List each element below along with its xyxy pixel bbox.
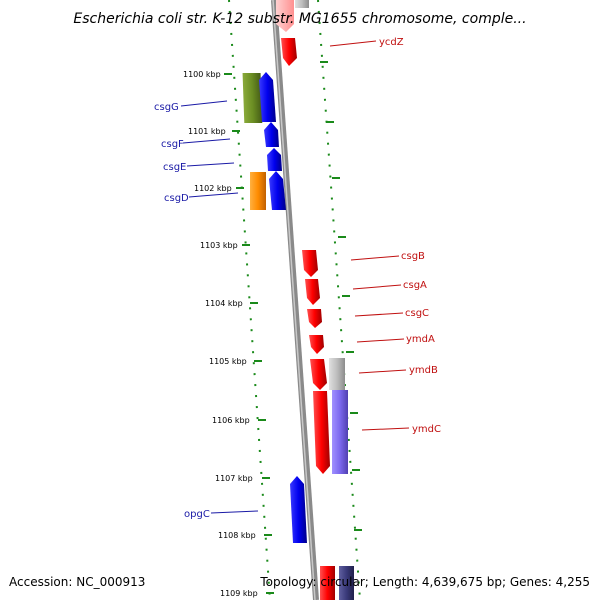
label-opgC[interactable]: opgC — [184, 509, 210, 520]
kbp-label: 1104 kbp — [205, 299, 243, 308]
gene-ymdC-feature[interactable] — [332, 390, 348, 474]
label-ymdB[interactable]: ymdB — [409, 365, 438, 376]
label-csgE[interactable]: csgE — [163, 162, 186, 173]
gene-csgB[interactable] — [302, 250, 318, 277]
gene-ycdZ[interactable] — [281, 38, 297, 66]
top-faded-feature — [276, 0, 294, 32]
label-csgD[interactable]: csgD — [164, 193, 189, 204]
bottom-red-feature — [320, 566, 335, 600]
kbp-label: 1106 kbp — [212, 416, 250, 425]
gene-ymdC[interactable] — [313, 391, 330, 474]
kbp-label: 1101 kbp — [188, 127, 226, 136]
label-ycdZ[interactable]: ycdZ — [379, 37, 404, 48]
right-tick-track — [317, 0, 361, 600]
kbp-label: 1107 kbp — [215, 474, 253, 483]
label-csgC[interactable]: csgC — [405, 308, 429, 319]
summary-text: Topology: circular; Length: 4,639,675 bp… — [259, 575, 590, 589]
gene-ymdA[interactable] — [309, 335, 324, 354]
kbp-label: 1102 kbp — [194, 184, 232, 193]
accession-text: Accession: NC_000913 — [9, 575, 145, 589]
kbp-label: 1109 kbp — [220, 589, 258, 598]
gene-csgD-feature[interactable] — [250, 172, 266, 210]
gene-csgE[interactable] — [267, 148, 282, 171]
kbp-label: 1105 kbp — [209, 357, 247, 366]
map-title: Escherichia coli str. K-12 substr. MG165… — [73, 11, 526, 27]
label-csgB[interactable]: csgB — [401, 251, 425, 262]
gene-opgC[interactable] — [290, 476, 307, 543]
left-tick-track — [228, 0, 271, 600]
gene-csgC[interactable] — [307, 309, 322, 328]
label-ymdC[interactable]: ymdC — [412, 424, 441, 435]
label-csgG[interactable]: csgG — [154, 102, 179, 113]
gene-csgG[interactable] — [259, 72, 276, 122]
label-ymdA[interactable]: ymdA — [406, 334, 435, 345]
gene-ymdB-feature[interactable] — [329, 358, 345, 390]
leader-lines-right — [329, 40, 410, 431]
top-gray-feature — [295, 0, 309, 8]
gene-csgD[interactable] — [269, 171, 286, 210]
kbp-label: 1103 kbp — [200, 241, 238, 250]
gene-csgA[interactable] — [305, 279, 320, 305]
leader-lines-left — [180, 100, 259, 514]
chromosome-backbone-highlight — [272, 0, 316, 600]
chromosome-backbone — [271, 0, 319, 600]
kbp-label: 1100 kbp — [183, 70, 221, 79]
gene-csgG-feature[interactable] — [242, 73, 263, 123]
gene-ymdB[interactable] — [310, 359, 327, 390]
right-track-marks — [320, 61, 362, 531]
label-csgF[interactable]: csgF — [161, 139, 184, 150]
kbp-label: 1108 kbp — [218, 531, 256, 540]
bottom-navy-feature — [339, 566, 354, 600]
label-csgA[interactable]: csgA — [403, 280, 427, 291]
kbp-ticks: 1100 kbp 1101 kbp 1102 kbp 1103 kbp 1104… — [183, 70, 274, 598]
gene-csgF[interactable] — [264, 122, 279, 147]
